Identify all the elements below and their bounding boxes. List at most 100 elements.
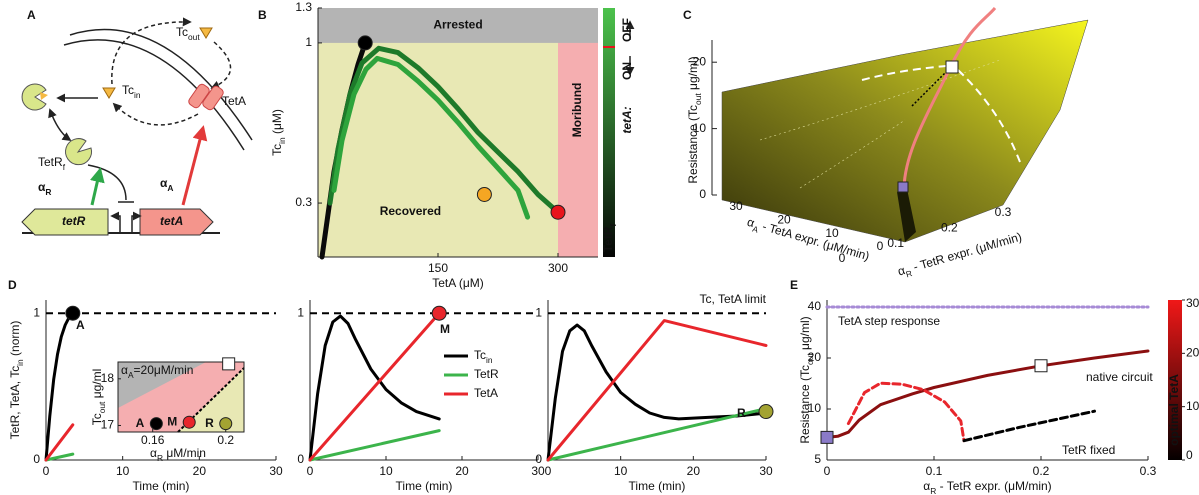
x-tick-label: 20: [777, 213, 791, 227]
boundary: [861, 65, 1021, 163]
z-tick-label: 10: [693, 121, 707, 135]
series-label: TetR fixed: [1062, 443, 1115, 457]
x-tick-label: 150: [428, 261, 448, 275]
region-label: Arrested: [433, 18, 482, 32]
y-axis-label-part: - TetR expr. (μM/min): [909, 230, 1024, 275]
colorbar-label: OFF: [620, 18, 634, 42]
diagram-label: TetA: [222, 94, 246, 108]
inset-y-label-part: μg/ml: [90, 369, 104, 402]
inset-region: [118, 362, 206, 408]
colorbar-label: optimal TetA: [1167, 374, 1181, 446]
marker: [219, 417, 233, 431]
point-label: M: [167, 414, 177, 428]
arrow: [48, 108, 72, 141]
inset-annotation-part: α: [121, 363, 128, 377]
surface-shade: [897, 184, 916, 242]
x-axis-label-part: α: [923, 479, 930, 493]
diagram-label: αR: [38, 180, 51, 197]
promoter: [110, 211, 121, 233]
series-line: [546, 407, 768, 462]
x-tick-label: 10: [379, 464, 393, 478]
y-axis-label-part: out: [805, 353, 815, 365]
x-axis-label-part: A: [751, 224, 760, 235]
x-tick-label: 10: [825, 226, 839, 240]
marker: [431, 305, 447, 321]
y-tick-label: 0.1: [887, 236, 904, 250]
arrow: [111, 17, 192, 85]
surface-grid: [759, 59, 1001, 189]
y-axis-label-part: in: [15, 359, 25, 366]
x-axis-label-part: α: [745, 215, 756, 230]
arrow-alpha-r: [90, 167, 105, 206]
diagram-label-part: α: [38, 180, 46, 194]
marker-square: [945, 60, 959, 74]
legend-label: Tcin: [474, 348, 493, 365]
x-tick-label: 20: [687, 464, 701, 478]
y-tick-label: 40: [808, 299, 822, 313]
chart-label: R: [737, 406, 746, 420]
inset-annotation: αA=20μM/min: [121, 363, 193, 380]
diagram-label-part: in: [134, 90, 141, 100]
x-axis-label-part: - TetR expr. (μM/min): [936, 479, 1051, 493]
panel-label: A: [27, 8, 36, 22]
y-axis-label-part: (norm): [8, 321, 22, 360]
tc-molecule: [102, 87, 116, 99]
series-label: TetA step response: [838, 314, 940, 328]
series-line: [308, 311, 441, 462]
tetr-free: [65, 138, 92, 166]
marker: [758, 404, 774, 420]
inset-y-label-part: out: [97, 401, 107, 413]
y-tick-label: 0.2: [941, 221, 958, 235]
series-line: [44, 452, 75, 462]
surface: [711, 7, 1089, 243]
z-axis-label-part: out: [693, 93, 703, 105]
series-line: [44, 423, 75, 462]
marker: [1034, 359, 1048, 373]
x-axis-label: TetA (μM): [432, 276, 484, 290]
diagram-label: tetR: [62, 214, 86, 228]
series-line: [546, 319, 768, 462]
y-tick-label: 1: [305, 35, 312, 49]
y-tick-label: 5: [814, 452, 821, 466]
y-axis-label-part: α: [896, 263, 907, 278]
x-axis-label: αR - TetR expr. (μM/min): [923, 479, 1051, 495]
membrane: [63, 39, 245, 151]
z-axis-label: Resistance (Tcout μg/ml): [686, 56, 703, 183]
colorbar-label-part: f: [608, 224, 618, 227]
marker: [149, 417, 163, 431]
diagram-label-part: f: [63, 162, 66, 172]
colorbar-label-part: TetR: [601, 226, 615, 252]
colorbar-tick-label: 10: [1186, 399, 1199, 413]
y-tick-label: 0: [839, 251, 846, 265]
z-tick-label: 0: [699, 187, 706, 201]
series-line: [308, 429, 441, 462]
x-axis-label: Time (min): [396, 479, 453, 493]
series-line: [846, 381, 966, 443]
x-tick-label: 0.3: [1140, 464, 1157, 478]
colorbar-label: TetRf: [601, 224, 618, 253]
marker-square: [897, 181, 909, 193]
tc-molecule: [40, 92, 48, 100]
legend-label: TetR: [474, 367, 499, 381]
y-tick-label: 10: [808, 401, 822, 415]
x-tick-label: 0.1: [926, 464, 943, 478]
diagram-label: Tcout: [176, 25, 200, 42]
y-tick-label: 1.3: [295, 0, 312, 14]
region-label: Moribund: [570, 83, 584, 138]
series-label: native circuit: [1086, 370, 1153, 384]
y-axis-label: Resistance (Tcout μg/ml): [798, 316, 815, 443]
series-line: [546, 323, 768, 462]
inset-y-label: Tcout μg/ml: [90, 369, 107, 426]
marker: [222, 357, 236, 371]
arrow-alpha-a: [181, 125, 208, 206]
marker: [550, 204, 566, 220]
series-line: [962, 409, 1096, 443]
colorbar-tick-label: 0: [1186, 448, 1193, 462]
y-tick-label: 1: [535, 305, 542, 319]
inset-x-label-part: R: [157, 453, 163, 463]
chart-label: A: [76, 318, 85, 332]
y-tick-label: 17: [101, 418, 115, 432]
z-tick-label: 20: [693, 54, 707, 68]
y-tick-label: 0.3: [995, 205, 1012, 219]
